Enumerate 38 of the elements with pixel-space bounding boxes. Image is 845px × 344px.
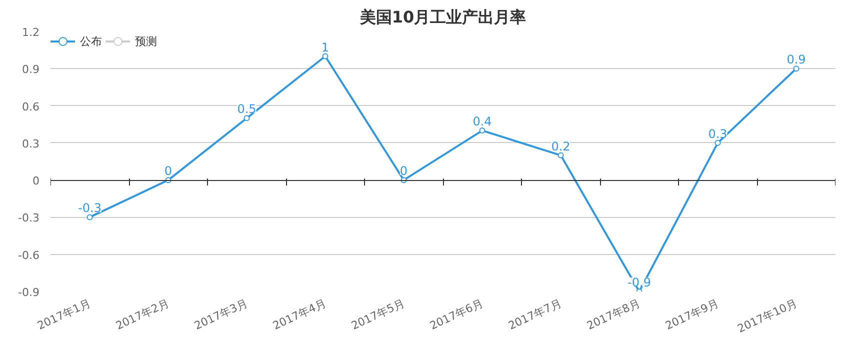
data-label: 0 <box>400 164 408 178</box>
data-label: 0.2 <box>551 139 570 154</box>
x-tick-label: 2017年5月 <box>349 296 407 332</box>
point <box>714 140 721 146</box>
x-tick-label: 2017年2月 <box>114 296 172 332</box>
point <box>479 128 486 134</box>
x-tick-label: 2017年10月 <box>736 296 800 336</box>
chart-title: 美国10月工业产出月率 <box>358 8 526 26</box>
point <box>793 66 800 72</box>
data-label: 0.4 <box>472 114 492 129</box>
x-tick-label: 2017年9月 <box>663 296 721 332</box>
data-label: 1 <box>321 40 330 54</box>
x-tick-label: 2017年1月 <box>35 296 93 332</box>
y-tick-label: 1.2 <box>22 26 40 39</box>
y-tick-label: 0 <box>32 174 40 188</box>
y-tick-label: 0.3 <box>22 137 40 150</box>
y-tick-label: -0.3 <box>18 212 40 225</box>
point <box>244 115 250 122</box>
x-tick-label: 2017年8月 <box>584 296 642 332</box>
x-tick-label: 2017年4月 <box>270 296 328 332</box>
legend-label: 预测 <box>135 34 157 48</box>
point <box>558 152 564 158</box>
y-tick-label: -0.6 <box>18 248 40 262</box>
x-tick-label: 2017年6月 <box>428 296 486 332</box>
data-label: -0.3 <box>78 201 102 216</box>
y-tick-label: 0.9 <box>22 63 40 76</box>
point <box>322 53 328 60</box>
legend-label: 公布 <box>80 34 102 48</box>
x-tick-label: 2017年3月 <box>192 296 250 332</box>
data-label: 0.5 <box>237 102 256 116</box>
point <box>86 214 93 220</box>
y-tick-label: 0.6 <box>22 100 40 114</box>
data-label: 0.3 <box>708 126 728 141</box>
x-tick-label: 2017年7月 <box>506 296 564 332</box>
data-label: 0 <box>164 164 172 178</box>
y-tick-label: -0.9 <box>18 286 40 299</box>
data-label: -0.9 <box>628 276 651 290</box>
data-label: 0.9 <box>786 52 806 67</box>
